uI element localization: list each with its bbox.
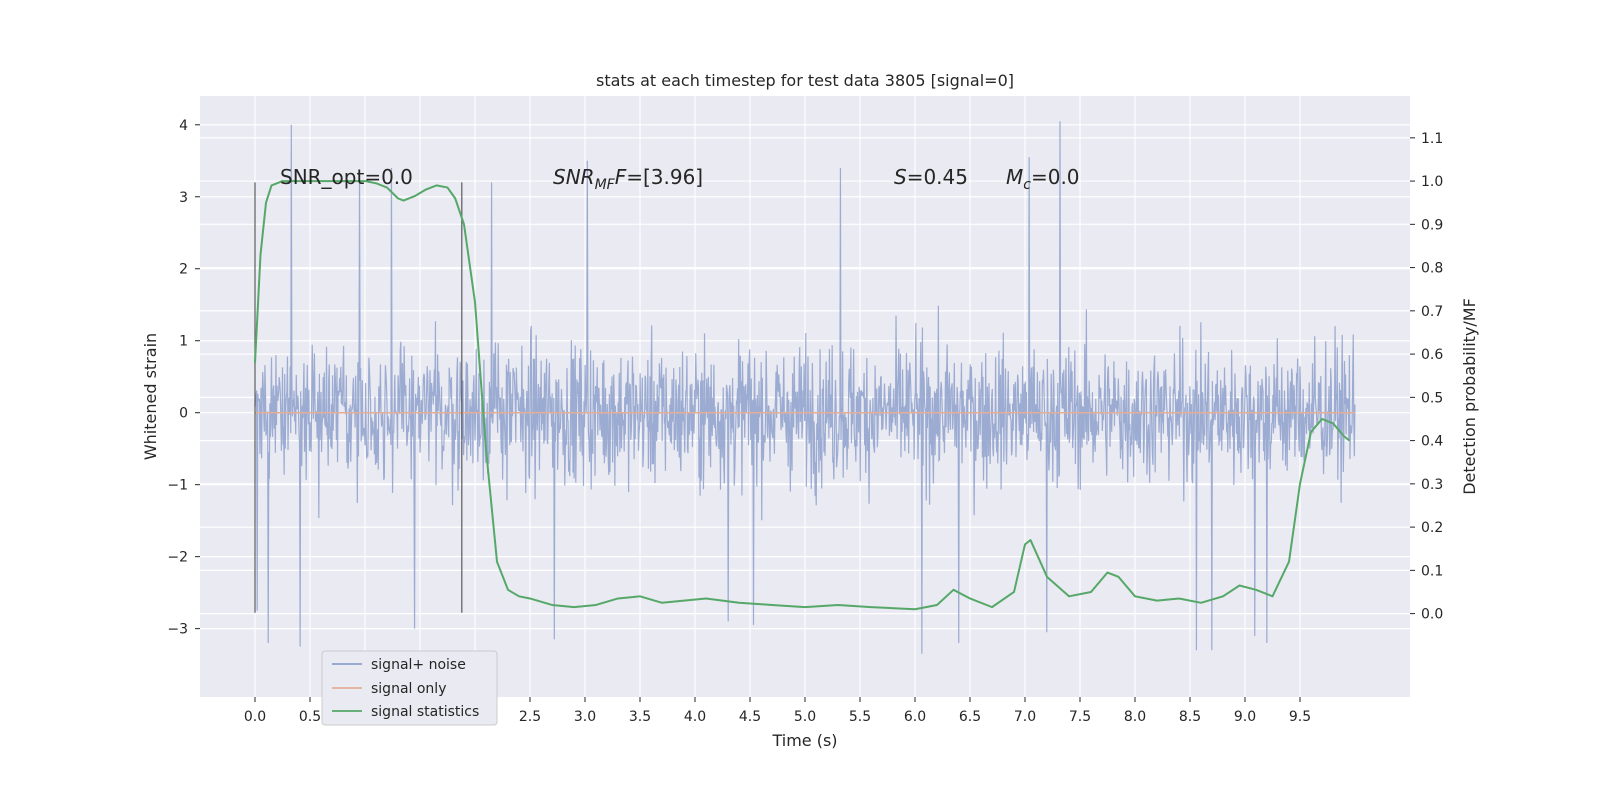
vertical-markers [254,182,463,613]
y-right-tick-label: 1.1 [1421,131,1443,147]
x-tick-label: 8.5 [1179,709,1201,725]
legend-label-signal-only: signal only [371,681,446,697]
x-tick-label: 9.5 [1289,709,1311,725]
y-left-tick-label: 3 [179,190,188,206]
x-tick-label: 6.0 [904,709,926,725]
series-signal-noise [254,121,1356,654]
y-left-tick-label: −2 [167,550,188,566]
y-left-tick-label: 4 [179,118,188,134]
y-axis-right-label: Detection probability/MF [1460,298,1479,495]
annotation-snr-mf: SNRMFF=[3.96] [553,165,703,193]
y-left-tick-label: −3 [167,622,188,638]
annotation-s-main: S [894,165,907,189]
x-tick-label: 5.5 [849,709,871,725]
annotation-snr-mf-value: =[3.96] [626,165,703,189]
x-tick-label: 7.0 [1014,709,1036,725]
x-tick-label: 7.5 [1069,709,1091,725]
legend-label-signal-statistics: signal statistics [371,704,479,720]
annotation-mc-main: M [1006,165,1023,189]
x-tick-label: 5.0 [794,709,816,725]
annotation-mc-value: =0.0 [1031,165,1080,189]
series-line-signal-statistics [254,180,1351,611]
y-left-tick-label: 0 [179,406,188,422]
x-tick-label: 2.5 [519,709,541,725]
y-right-tick-label: 0.0 [1421,607,1443,623]
annotation-s: S=0.45 [894,165,968,189]
x-tick-label: 6.5 [959,709,981,725]
legend: signal+ noise signal only signal statist… [321,650,498,726]
x-tick-label: 8.0 [1124,709,1146,725]
annotation-snr-mf-sub: MF [595,177,616,193]
annotation-snr-mf-main: SNR [553,165,595,189]
y-right-tick-label: 0.9 [1421,217,1443,233]
y-axis-left-ticks: −3 −2 −1 0 1 2 3 4 [167,118,200,638]
y-left-tick-label: −1 [167,478,188,494]
y-right-tick-label: 0.5 [1421,390,1443,406]
annotation-snr-mf-f: F [615,165,627,189]
x-tick-label: 0.0 [244,709,266,725]
y-axis-left-label: Whitened strain [141,333,160,460]
x-tick-label: 0.5 [299,709,321,725]
y-right-tick-label: 0.4 [1421,434,1443,450]
y-right-tick-label: 0.8 [1421,261,1443,277]
y-left-tick-label: 2 [179,262,188,278]
annotation-snr-opt: SNR_opt=0.0 [280,165,413,189]
y-right-tick-label: 0.1 [1421,563,1443,579]
legend-box [321,650,498,726]
y-right-tick-label: 0.7 [1421,304,1443,320]
x-tick-label: 9.0 [1234,709,1256,725]
chart-title: stats at each timestep for test data 380… [596,71,1014,90]
x-axis-label: Time (s) [771,731,837,750]
annotation-mc-sub: c [1023,177,1031,193]
legend-label-signal-noise: signal+ noise [371,657,466,673]
y-left-tick-label: 1 [179,334,188,350]
y-axis-right-ticks: 0.0 0.1 0.2 0.3 0.4 0.5 0.6 0.7 0.8 0.9 1.0 1.1 [1410,131,1443,623]
x-tick-label: 3.0 [574,709,596,725]
x-tick-label: 4.0 [684,709,706,725]
y-right-tick-label: 0.6 [1421,347,1443,363]
series-line-signal-noise [254,121,1356,654]
x-tick-label: 3.5 [629,709,651,725]
y-right-tick-label: 1.0 [1421,174,1443,190]
annotation-s-value: =0.45 [907,165,968,189]
x-tick-label: 4.5 [739,709,761,725]
y-right-tick-label: 0.2 [1421,520,1443,536]
annotation-mc: Mc=0.0 [1006,165,1080,193]
y-right-tick-label: 0.3 [1421,477,1443,493]
series-signal-statistics [254,180,1351,611]
